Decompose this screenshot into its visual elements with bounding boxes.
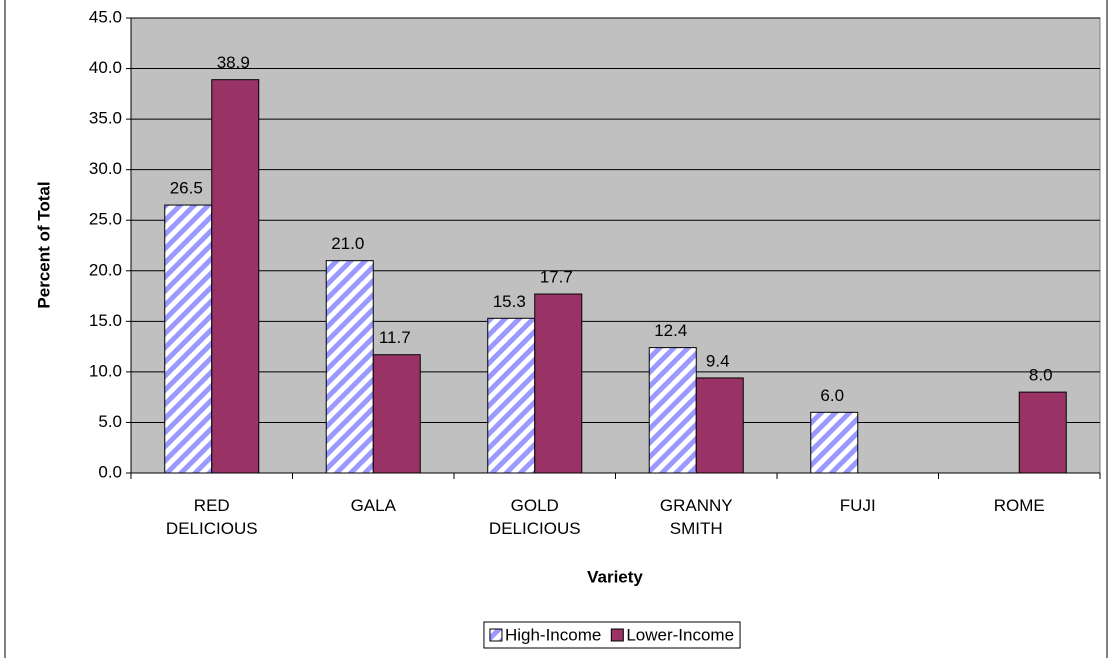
- data-label: 26.5: [170, 179, 203, 198]
- x-tick-label: GOLD DELICIOUS: [489, 496, 581, 538]
- data-label: 17.7: [540, 268, 573, 287]
- bar: [648, 347, 697, 474]
- y-tick-label: 40.0: [89, 58, 122, 77]
- data-label: 11.7: [379, 328, 411, 347]
- bar: [810, 411, 859, 474]
- data-label: 9.4: [706, 351, 730, 370]
- plot-area: [130, 17, 1101, 474]
- bar: [534, 293, 583, 474]
- data-label: 8.0: [1029, 366, 1053, 385]
- bar: [1018, 391, 1067, 474]
- legend-box: [483, 621, 741, 649]
- bar: [695, 377, 744, 474]
- x-tick-label: RED DELICIOUS: [166, 496, 258, 538]
- bar: [211, 79, 260, 474]
- data-label: 38.9: [217, 53, 250, 72]
- x-tick-label: GRANNY SMITH: [660, 496, 733, 538]
- legend-label: Lower-Income: [626, 625, 734, 644]
- data-label: 21.0: [331, 234, 364, 253]
- bar: [164, 204, 213, 474]
- y-axis-label: Percent of Total: [34, 181, 53, 308]
- y-tick-label: 25.0: [89, 210, 122, 229]
- x-tick-label: FUJI: [840, 496, 876, 515]
- y-tick-label: 15.0: [89, 311, 122, 330]
- legend-swatch: [489, 628, 503, 642]
- bar: [487, 317, 536, 474]
- y-tick-label: 5.0: [98, 412, 122, 431]
- bar: [325, 260, 374, 474]
- legend-swatch: [610, 628, 624, 642]
- legend-label: High-Income: [505, 625, 601, 644]
- y-tick-label: 10.0: [89, 361, 122, 380]
- y-tick-label: 20.0: [89, 260, 122, 279]
- data-label: 6.0: [820, 386, 844, 405]
- x-tick-label: GALA: [351, 496, 397, 515]
- y-tick-label: 0.0: [98, 462, 122, 481]
- bar: [372, 354, 421, 474]
- data-label: 15.3: [493, 292, 526, 311]
- data-label: 12.4: [654, 321, 687, 340]
- y-tick-label: 35.0: [89, 109, 122, 128]
- y-tick-label: 45.0: [89, 7, 122, 26]
- x-tick-label: ROME: [994, 496, 1045, 515]
- legend: High-Income Lower-Income: [483, 621, 741, 649]
- y-tick-label: 30.0: [89, 159, 122, 178]
- x-axis-label: Variety: [587, 567, 643, 586]
